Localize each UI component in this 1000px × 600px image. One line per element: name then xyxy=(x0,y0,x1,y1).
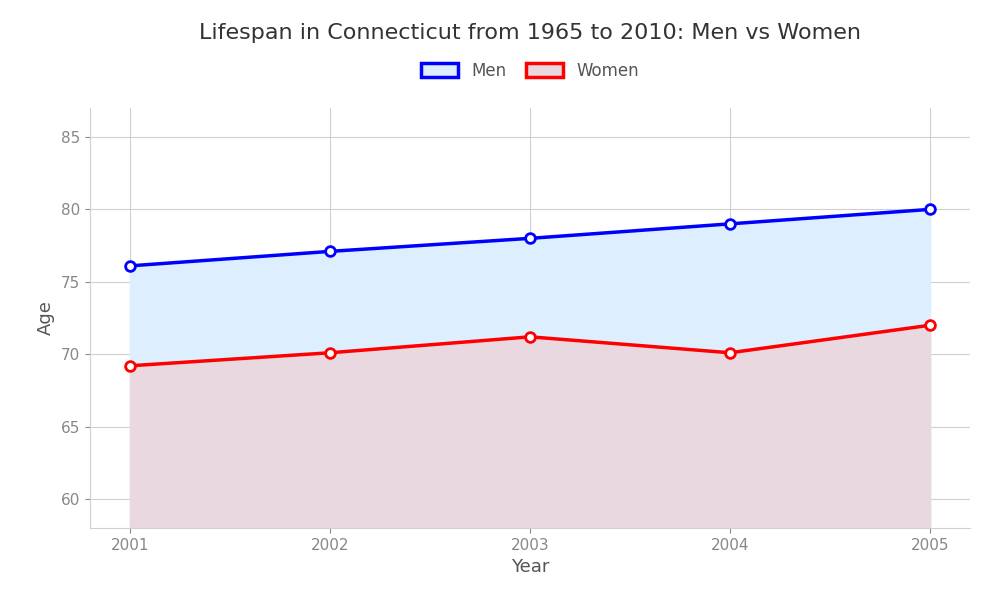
Legend: Men, Women: Men, Women xyxy=(421,62,639,80)
X-axis label: Year: Year xyxy=(511,558,549,576)
Y-axis label: Age: Age xyxy=(37,301,55,335)
Title: Lifespan in Connecticut from 1965 to 2010: Men vs Women: Lifespan in Connecticut from 1965 to 201… xyxy=(199,23,861,43)
